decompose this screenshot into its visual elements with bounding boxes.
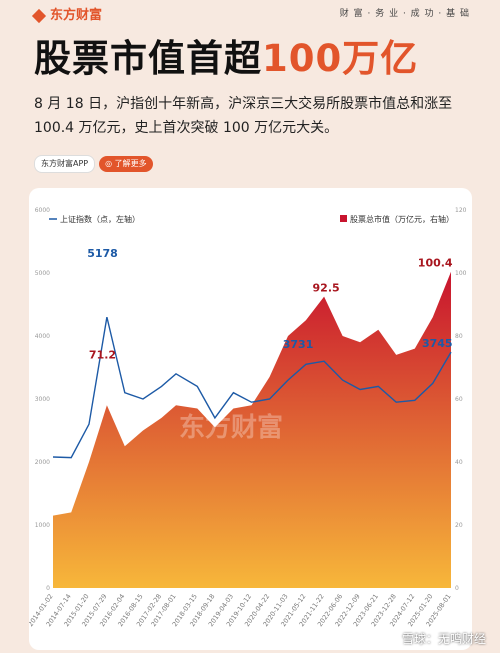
top-bar: 东方财富 财 富 · 务 业 · 成 功 · 基 础 xyxy=(0,0,500,24)
slogan: 财 富 · 务 业 · 成 功 · 基 础 xyxy=(339,9,470,19)
y-left-tick-label: 5000 xyxy=(35,270,50,277)
title-highlight: 100万亿 xyxy=(262,37,419,80)
y-right-tick-label: 80 xyxy=(455,333,463,340)
chart: 0 1000 2000 3000 4000 5000 6000 0 20 40 60 80 100 120… xyxy=(29,207,467,628)
y-right-tick-label: 100 xyxy=(455,270,467,277)
brand-icon xyxy=(31,8,47,23)
title-main: 股票市值首超 xyxy=(34,37,262,80)
legend-label-index: 上证指数（点，左轴） xyxy=(60,214,140,224)
watermark: 东方财富 xyxy=(179,412,283,443)
y-left-tick-label: 6000 xyxy=(35,207,50,214)
y-right-tick-label: 0 xyxy=(455,585,459,592)
chart-card: 0 1000 2000 3000 4000 5000 6000 0 20 40 60 80 100 120… xyxy=(29,188,472,650)
y-right-tick-label: 120 xyxy=(455,207,467,214)
app-chip[interactable]: 东方财富APP xyxy=(34,154,96,173)
market-cap-area xyxy=(53,271,451,588)
legend-label-marketcap: 股票总市值（万亿元，右轴） xyxy=(350,214,454,224)
y-left-tick-label: 1000 xyxy=(35,522,50,529)
y-right-tick-label: 20 xyxy=(455,522,463,529)
y-left-tick-label: 4000 xyxy=(35,333,50,340)
y-right-tick-label: 60 xyxy=(455,396,463,403)
brand-logo: 东方财富 xyxy=(31,4,103,23)
y-left-tick-label: 0 xyxy=(46,585,50,592)
annotation-label: 71.2 xyxy=(89,349,116,362)
brand-name: 东方财富 xyxy=(50,8,103,23)
annotation-label: 5178 xyxy=(87,247,118,260)
annotation-label: 3731 xyxy=(283,338,314,351)
y-left-tick-label: 3000 xyxy=(35,396,50,403)
sse-index-line xyxy=(52,316,452,459)
legend-area-swatch xyxy=(340,215,347,222)
footer-credit: 雪球：无鸣财经 xyxy=(401,632,486,646)
learn-more-button[interactable]: ◎ 了解更多 xyxy=(99,155,153,172)
page-title: 股票市值首超100万亿 xyxy=(34,28,418,82)
annotation-label: 3745 xyxy=(422,337,453,350)
description: 8 月 18 日，沪指创十年新高，沪深京三大交易所股票市值总和涨至 100.4 … xyxy=(34,96,453,136)
annotation-label: 92.5 xyxy=(313,282,340,295)
annotation-label: 100.4 xyxy=(418,257,453,270)
y-left-tick-label: 2000 xyxy=(35,459,50,466)
y-right-tick-label: 40 xyxy=(455,459,463,466)
chip-row: 东方财富APP ◎ 了解更多 xyxy=(34,153,153,173)
